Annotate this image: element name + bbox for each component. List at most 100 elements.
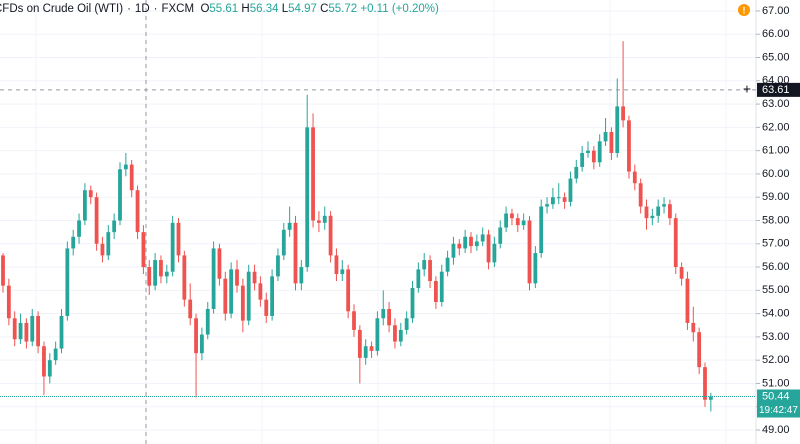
candle-body	[697, 332, 702, 368]
candle-body	[141, 232, 146, 268]
candle-body	[153, 260, 157, 286]
candle-body	[147, 267, 152, 286]
candle-body	[615, 106, 620, 153]
candle-body	[6, 285, 11, 319]
candle-body	[515, 218, 520, 226]
candle-body	[591, 150, 596, 163]
candle-body	[439, 271, 444, 302]
candle-body	[118, 169, 122, 221]
candle-body	[30, 315, 35, 342]
y-tick-label: 59.00	[762, 191, 790, 203]
candle-body	[662, 204, 666, 207]
legend-header: CFDs on Crude Oil (WTI) · 1D · FXCM O55.61 H…	[0, 3, 439, 15]
crosshair-price-label: 63.61	[762, 84, 790, 96]
candle-body	[457, 243, 462, 249]
candle-body	[539, 206, 544, 254]
candle-body	[83, 190, 87, 221]
y-tick-label: 63.00	[762, 98, 790, 110]
candle-body	[346, 269, 351, 312]
candle-body	[100, 243, 105, 256]
candle-body	[650, 215, 655, 219]
candle-body	[404, 318, 409, 330]
candle-body	[597, 141, 602, 163]
last-price-label: 50.44	[762, 390, 790, 402]
candle-body	[176, 222, 181, 256]
candle-body	[703, 367, 707, 400]
candle-body	[88, 190, 93, 198]
candle-body	[246, 271, 251, 321]
candle-body	[562, 197, 567, 202]
candle-body	[644, 206, 649, 219]
y-tick-label: 49.00	[762, 424, 790, 436]
y-tick-label: 67.00	[762, 5, 790, 17]
candle-body	[685, 278, 690, 323]
candle-body	[621, 106, 625, 121]
candle-body	[668, 204, 672, 219]
candle-body	[568, 178, 573, 202]
candle-body	[474, 241, 479, 247]
candle-body	[322, 215, 327, 223]
candle-body	[135, 190, 140, 233]
candle-body	[463, 236, 468, 249]
interval[interactable]: 1D	[134, 3, 150, 15]
candle-body	[12, 318, 17, 340]
candle-body	[375, 318, 380, 351]
candle-body	[708, 396, 713, 400]
y-tick-label: 61.00	[762, 145, 790, 157]
ohlc-label: C	[320, 3, 329, 15]
candle-body	[363, 346, 368, 358]
candle-body	[194, 318, 198, 354]
candle-body	[311, 127, 315, 221]
candle-body	[229, 269, 234, 314]
candle-body	[551, 197, 555, 205]
candle-body	[691, 322, 696, 333]
candle-body	[603, 132, 608, 142]
alert-icon[interactable]	[738, 4, 750, 16]
candle-body	[200, 334, 204, 354]
candle-body	[36, 315, 40, 347]
last-price-tag	[757, 389, 800, 418]
candle-body	[123, 164, 128, 170]
candle-body	[574, 166, 579, 179]
candle-body	[270, 276, 274, 316]
candle-body	[299, 267, 304, 284]
candle-body	[679, 267, 684, 279]
candle-body	[486, 234, 491, 263]
candle-body	[65, 248, 70, 316]
candle-body	[47, 360, 52, 377]
candle-body	[422, 260, 427, 270]
candle-body	[264, 299, 269, 316]
candle-body	[334, 255, 339, 275]
y-tick-label: 56.00	[762, 261, 790, 273]
candle-body	[328, 215, 333, 256]
candle-body	[223, 278, 228, 314]
candle-body	[545, 204, 549, 207]
y-tick-label: 66.00	[762, 28, 790, 40]
ohlc-label: L	[281, 3, 289, 15]
candle-body	[235, 269, 239, 286]
ohlc-value: 55.72	[328, 3, 358, 15]
candle-body	[533, 253, 538, 284]
candle-body	[480, 234, 485, 242]
countdown: 19:42:47	[759, 405, 798, 416]
candle-body	[521, 220, 526, 226]
candle-body	[106, 232, 111, 256]
candle-body	[287, 222, 292, 230]
candle-body	[71, 236, 76, 249]
y-tick-label: 54.00	[762, 308, 790, 320]
y-tick-label: 62.00	[762, 121, 790, 133]
candle-body	[59, 315, 64, 349]
candle-body	[170, 222, 175, 272]
candle-body	[305, 127, 310, 268]
y-tick-label: 60.00	[762, 168, 790, 180]
candle-body	[673, 218, 678, 268]
ohlc-label: O	[200, 3, 210, 15]
candle-body	[94, 197, 99, 244]
candle-body	[369, 346, 374, 351]
candle-body	[293, 222, 298, 284]
y-tick-label: 65.00	[762, 51, 790, 63]
candle-body	[112, 220, 117, 233]
candle-body	[258, 283, 263, 300]
